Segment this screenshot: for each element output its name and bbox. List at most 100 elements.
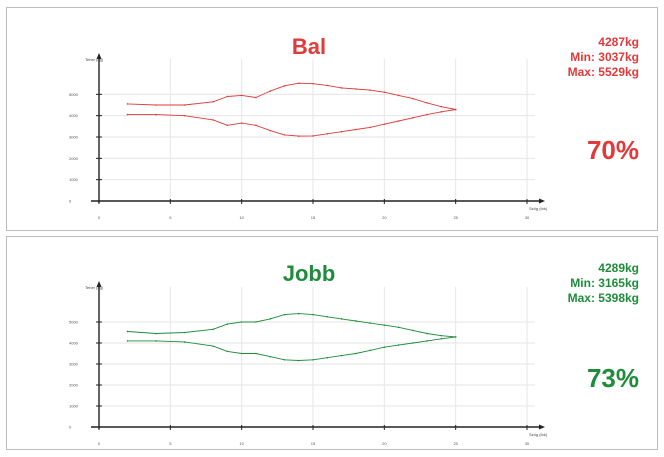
data-point [412, 342, 414, 344]
data-point [426, 102, 428, 104]
data-point [426, 340, 428, 342]
y-tick-label: 0 [69, 199, 72, 204]
data-point [283, 134, 286, 136]
series-line [127, 313, 456, 338]
data-point [269, 129, 272, 132]
data-point [297, 312, 300, 315]
chart-panel-bal: 0 1000 2000 3000 4000 5000 0 5 10 15 20 25 30 Teher (… [6, 7, 658, 231]
stats-min: Min: 3165kg [570, 276, 639, 290]
data-point [312, 313, 314, 316]
stats-block: 4287kg Min: 3037kg Max: 5529kg [568, 35, 639, 80]
data-point [226, 124, 229, 127]
x-tick-label: 25 [453, 441, 458, 446]
data-point [226, 323, 229, 325]
data-point [326, 356, 329, 359]
x-axis-arrow [539, 424, 545, 430]
data-point [212, 345, 214, 347]
data-point [397, 344, 400, 346]
data-point [383, 346, 386, 348]
chart-title: Jobb [282, 261, 336, 286]
data-point [183, 114, 186, 117]
stats-max: Max: 5398kg [567, 291, 639, 305]
data-point [255, 321, 257, 323]
data-point [240, 122, 243, 124]
y-tick-label: 1000 [69, 177, 79, 182]
chart-title: Bal [291, 34, 327, 59]
data-point [426, 332, 428, 335]
data-point [212, 101, 214, 103]
y-axis-label: Teher (kg) [85, 57, 104, 62]
data-point [155, 113, 157, 116]
data-point [369, 322, 371, 324]
data-point [412, 117, 414, 119]
data-point [383, 91, 386, 93]
data-point [212, 119, 214, 121]
data-point [454, 336, 457, 338]
data-point [126, 330, 129, 333]
data-point [326, 84, 329, 87]
x-axis-label: Szög (fok) [529, 206, 548, 211]
data-point [355, 128, 357, 131]
data-point [269, 318, 272, 320]
data-point [226, 95, 229, 98]
data-point [255, 352, 257, 355]
data-point [155, 104, 157, 106]
data-point [355, 320, 357, 322]
x-tick-label: 20 [382, 215, 387, 220]
data-point [155, 340, 157, 342]
data-point [126, 340, 129, 342]
x-tick-label: 10 [239, 441, 244, 446]
y-tick-label: 4000 [69, 341, 79, 346]
data-point [155, 332, 157, 335]
data-point [397, 120, 400, 122]
x-tick-label: 25 [453, 215, 458, 220]
x-tick-label: 5 [169, 441, 172, 446]
stats-value: 4287kg [598, 35, 639, 49]
data-point [426, 113, 428, 116]
data-point [383, 123, 386, 125]
data-point [340, 130, 343, 133]
x-axis-arrow [539, 198, 545, 204]
x-tick-label: 15 [311, 215, 316, 220]
x-axis-label: Szög (fok) [529, 432, 548, 437]
y-tick-label: 2000 [69, 383, 79, 388]
data-point [412, 97, 414, 100]
data-point [297, 359, 300, 362]
y-tick-label: 3000 [69, 135, 79, 140]
x-tick-label: 30 [525, 215, 530, 220]
y-axis-arrow [96, 281, 102, 287]
y-tick-label: 4000 [69, 113, 79, 118]
chart-bal: 0 1000 2000 3000 4000 5000 0 5 10 15 20 25 30 Teher (… [69, 53, 548, 220]
data-point [355, 88, 357, 90]
data-point [369, 349, 371, 352]
data-point [383, 324, 386, 326]
data-point [340, 87, 343, 89]
data-point [340, 354, 343, 357]
data-point [255, 96, 257, 99]
data-point [269, 90, 272, 92]
data-point [283, 359, 286, 361]
x-tick-label: 5 [169, 215, 172, 220]
percentage-value: 70% [586, 135, 639, 165]
data-point [454, 108, 457, 111]
data-point [240, 321, 243, 323]
data-point [297, 135, 300, 137]
percentage-value: 73% [586, 363, 639, 393]
data-point [312, 135, 314, 137]
data-point [183, 341, 186, 343]
chart-jobb: 0 1000 2000 3000 4000 5000 0 5 10 15 20 25 30 Teher (… [69, 281, 548, 446]
data-point [412, 329, 414, 332]
series-line [127, 336, 456, 361]
data-point [240, 94, 243, 97]
y-tick-label: 2000 [69, 156, 79, 161]
data-point [283, 313, 286, 316]
data-point [269, 355, 272, 358]
stats-block: 4289kg Min: 3165kg Max: 5398kg [568, 261, 639, 306]
data-point [312, 359, 314, 361]
data-point [397, 94, 400, 97]
data-point [126, 103, 129, 105]
y-tick-label: 3000 [69, 362, 79, 367]
data-point [183, 331, 186, 334]
stats-value: 4289kg [598, 261, 639, 275]
x-tick-label: 0 [98, 215, 101, 220]
